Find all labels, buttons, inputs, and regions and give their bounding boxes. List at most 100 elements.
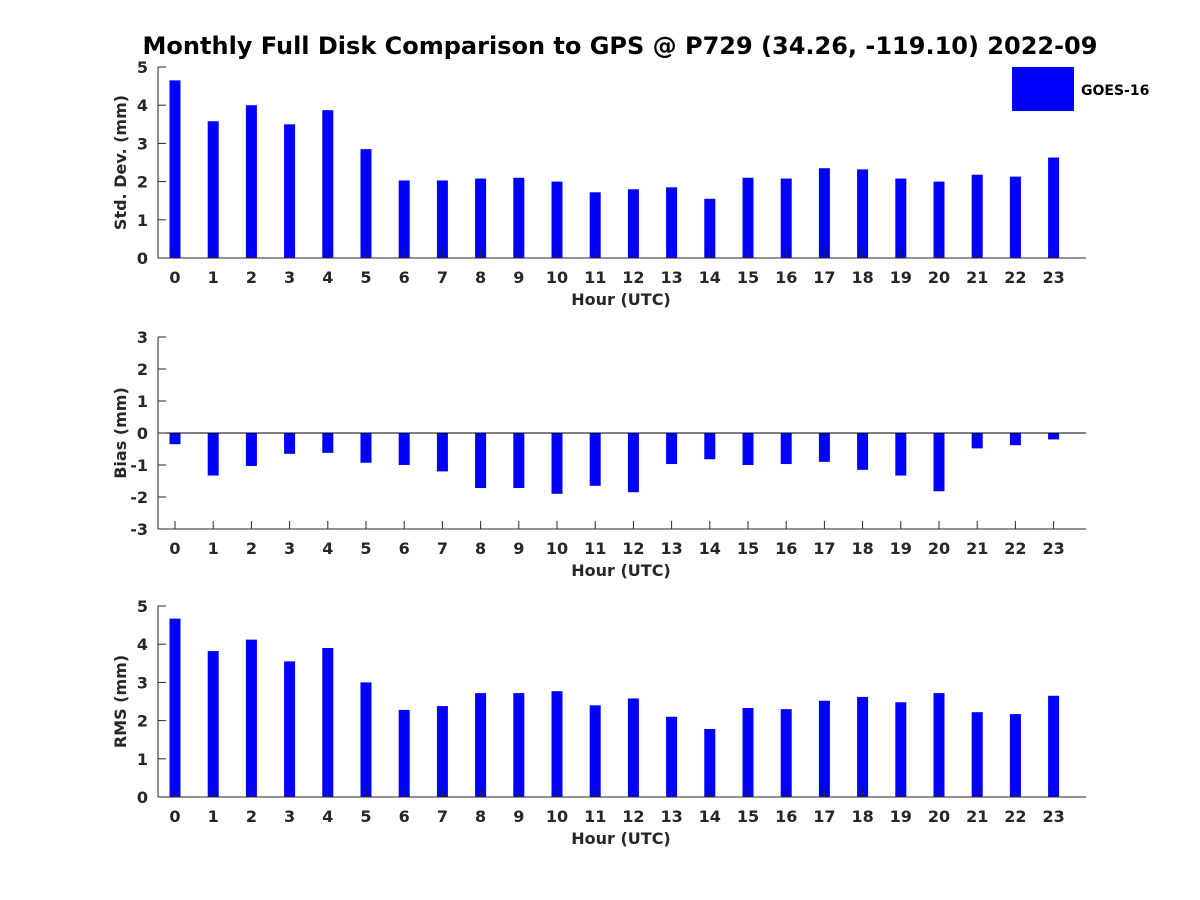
- bias-x-tick-label: 11: [584, 539, 606, 558]
- rms-bar-hour-6: [398, 709, 410, 797]
- std-bar-hour-12: [627, 189, 639, 258]
- std-x-tick-label: 22: [1004, 268, 1026, 287]
- rms-bar-hour-17: [818, 700, 830, 797]
- rms-y-tick-label: 0: [137, 788, 148, 807]
- std-bar-hour-7: [436, 180, 448, 258]
- std-x-tick-label: 4: [322, 268, 333, 287]
- std-x-tick-label: 20: [928, 268, 950, 287]
- bias-x-tick-label: 10: [546, 539, 568, 558]
- bias-bar-hour-2: [245, 433, 257, 466]
- bias-x-tick-label: 18: [851, 539, 873, 558]
- rms-bar-hour-13: [666, 716, 678, 797]
- std-x-tick-label: 23: [1042, 268, 1064, 287]
- bias-x-tick-label: 1: [208, 539, 219, 558]
- rms-bar-hour-0: [169, 618, 181, 797]
- rms-x-tick-label: 16: [775, 807, 797, 826]
- std-x-tick-label: 9: [513, 268, 524, 287]
- bias-bar-hour-12: [627, 433, 639, 493]
- std-bar-hour-2: [245, 105, 257, 258]
- std-bar-hour-14: [704, 198, 716, 258]
- rms-bar-hour-15: [742, 707, 754, 797]
- bias-x-tick-label: 7: [437, 539, 448, 558]
- std-bar-hour-4: [322, 110, 334, 258]
- bias-y-tick-label: -3: [130, 520, 148, 539]
- bias-bar-hour-4: [322, 433, 334, 453]
- bias-x-tick-label: 5: [360, 539, 371, 558]
- std-bar-hour-13: [666, 187, 678, 258]
- std-bar-hour-9: [513, 177, 525, 258]
- bias-bar-hour-21: [971, 433, 983, 449]
- std-bar-hour-11: [589, 192, 601, 258]
- rms-bar-hour-7: [436, 706, 448, 797]
- std-bar-hour-8: [475, 178, 487, 258]
- bias-bar-hour-8: [475, 433, 487, 489]
- std-bar-hour-16: [780, 178, 792, 258]
- std-x-tick-label: 8: [475, 268, 486, 287]
- rms-bar-hour-4: [322, 648, 334, 797]
- bias-x-tick-label: 12: [622, 539, 644, 558]
- rms-x-axis-label: Hour (UTC): [571, 829, 671, 848]
- rms-bar-hour-11: [589, 705, 601, 797]
- std-bar-hour-3: [284, 124, 296, 258]
- rms-x-tick-label: 17: [813, 807, 835, 826]
- bias-x-tick-label: 8: [475, 539, 486, 558]
- std-bar-hour-19: [895, 178, 907, 258]
- bias-bar-hour-22: [1009, 433, 1021, 446]
- rms-bar-hour-22: [1009, 714, 1021, 797]
- bias-bar-hour-15: [742, 433, 754, 465]
- std-y-tick-label: 2: [137, 173, 148, 192]
- bias-x-tick-label: 21: [966, 539, 988, 558]
- std-x-tick-label: 7: [437, 268, 448, 287]
- std-bar-hour-1: [207, 121, 219, 258]
- std-y-axis-label: Std. Dev. (mm): [111, 95, 130, 230]
- rms-x-tick-label: 4: [322, 807, 333, 826]
- rms-x-tick-label: 19: [890, 807, 912, 826]
- rms-x-tick-label: 15: [737, 807, 759, 826]
- rms-x-tick-label: 13: [660, 807, 682, 826]
- bias-y-tick-label: 1: [137, 392, 148, 411]
- rms-bar-hour-14: [704, 729, 716, 797]
- bias-y-tick-label: 2: [137, 360, 148, 379]
- bias-x-tick-label: 17: [813, 539, 835, 558]
- bias-bar-hour-6: [398, 433, 410, 465]
- rms-x-tick-label: 1: [208, 807, 219, 826]
- std-x-axis-label: Hour (UTC): [571, 290, 671, 309]
- std-bar-hour-0: [169, 80, 181, 259]
- bias-bar-hour-23: [1048, 433, 1060, 440]
- bias-y-axis-label: Bias (mm): [111, 387, 130, 479]
- bias-bar-hour-14: [704, 433, 716, 460]
- bias-x-tick-label: 6: [399, 539, 410, 558]
- bias-x-tick-label: 19: [890, 539, 912, 558]
- std-bar-hour-18: [857, 169, 869, 258]
- bias-x-tick-label: 9: [513, 539, 524, 558]
- std-bar-hour-6: [398, 180, 410, 258]
- std-x-tick-label: 18: [851, 268, 873, 287]
- rms-bar-hour-5: [360, 682, 372, 797]
- std-x-tick-label: 0: [169, 268, 180, 287]
- rms-x-tick-label: 5: [360, 807, 371, 826]
- std-x-tick-label: 13: [660, 268, 682, 287]
- bias-x-tick-label: 3: [284, 539, 295, 558]
- rms-x-tick-label: 2: [246, 807, 257, 826]
- rms-bar-hour-12: [627, 698, 639, 797]
- std-bar-hour-5: [360, 149, 372, 258]
- rms-y-tick-label: 5: [137, 597, 148, 616]
- bias-bar-hour-11: [589, 433, 601, 486]
- bias-bar-hour-10: [551, 433, 563, 494]
- bias-x-axis-label: Hour (UTC): [571, 561, 671, 580]
- rms-x-tick-label: 12: [622, 807, 644, 826]
- rms-x-tick-label: 0: [169, 807, 180, 826]
- rms-x-tick-label: 7: [437, 807, 448, 826]
- bias-x-tick-label: 20: [928, 539, 950, 558]
- std-bar-hour-20: [933, 181, 945, 258]
- rms-bar-hour-18: [857, 696, 869, 797]
- bias-y-tick-label: -2: [130, 488, 148, 507]
- rms-x-tick-label: 23: [1042, 807, 1064, 826]
- std-y-tick-label: 0: [137, 249, 148, 268]
- rms-y-axis-label: RMS (mm): [111, 655, 130, 748]
- rms-x-tick-label: 22: [1004, 807, 1026, 826]
- rms-x-tick-label: 18: [851, 807, 873, 826]
- std-x-tick-label: 21: [966, 268, 988, 287]
- bias-bar-hour-9: [513, 433, 525, 489]
- std-y-tick-label: 4: [137, 96, 148, 115]
